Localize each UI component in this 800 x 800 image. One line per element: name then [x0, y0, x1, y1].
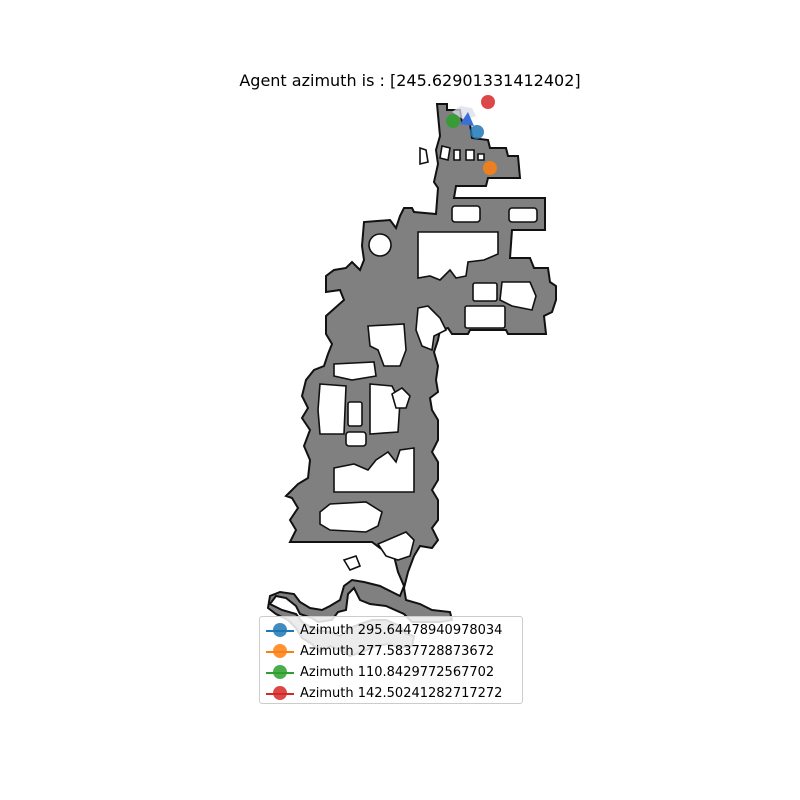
obstacle [319, 501, 383, 533]
legend-marker-icon [260, 620, 300, 641]
obstacle [376, 531, 415, 561]
obstacle [508, 207, 538, 223]
obstacle [345, 431, 367, 447]
obstacle [415, 305, 448, 352]
goal-marker [470, 125, 484, 139]
obstacle [439, 145, 451, 161]
obstacle [499, 281, 537, 311]
obstacle [367, 323, 407, 367]
obstacle [465, 149, 475, 161]
legend-item: Azimuth 142.50241282717272 [260, 683, 522, 704]
legend-marker-icon [260, 641, 300, 662]
obstacle [472, 282, 498, 302]
obstacle [453, 149, 461, 161]
obstacle [419, 146, 429, 166]
obstacle [333, 447, 415, 493]
goal-markers [446, 95, 497, 175]
obstacle [451, 205, 481, 223]
obstacle [464, 305, 506, 329]
obstacle [391, 386, 411, 409]
legend-label: Azimuth 110.8429772567702 [300, 665, 495, 680]
legend-marker-icon [260, 662, 300, 683]
obstacle [417, 231, 499, 281]
obstacle [333, 361, 377, 381]
legend-item: Azimuth 277.5837728873672 [260, 641, 522, 662]
obstacle [368, 233, 392, 257]
goal-marker [446, 114, 460, 128]
goal-marker [481, 95, 495, 109]
legend: Azimuth 295.64478940978034 Azimuth 277.5… [259, 616, 523, 704]
legend-marker-icon [260, 683, 300, 704]
legend-label: Azimuth 142.50241282717272 [300, 686, 503, 701]
legend-label: Azimuth 295.64478940978034 [300, 623, 503, 638]
obstacles [317, 145, 538, 571]
agent-marker [460, 112, 474, 126]
obstacle [477, 153, 485, 161]
legend-item: Azimuth 295.64478940978034 [260, 620, 522, 641]
obstacle [317, 383, 347, 435]
floor-region [266, 103, 557, 658]
goal-marker [483, 161, 497, 175]
plot-title: Agent azimuth is : [245.62901331412402] [239, 71, 581, 90]
obstacle [342, 555, 362, 571]
legend-item: Azimuth 110.8429772567702 [260, 662, 522, 683]
legend-label: Azimuth 277.5837728873672 [300, 644, 495, 659]
agent-view-cone [452, 106, 476, 120]
obstacle [347, 401, 363, 427]
